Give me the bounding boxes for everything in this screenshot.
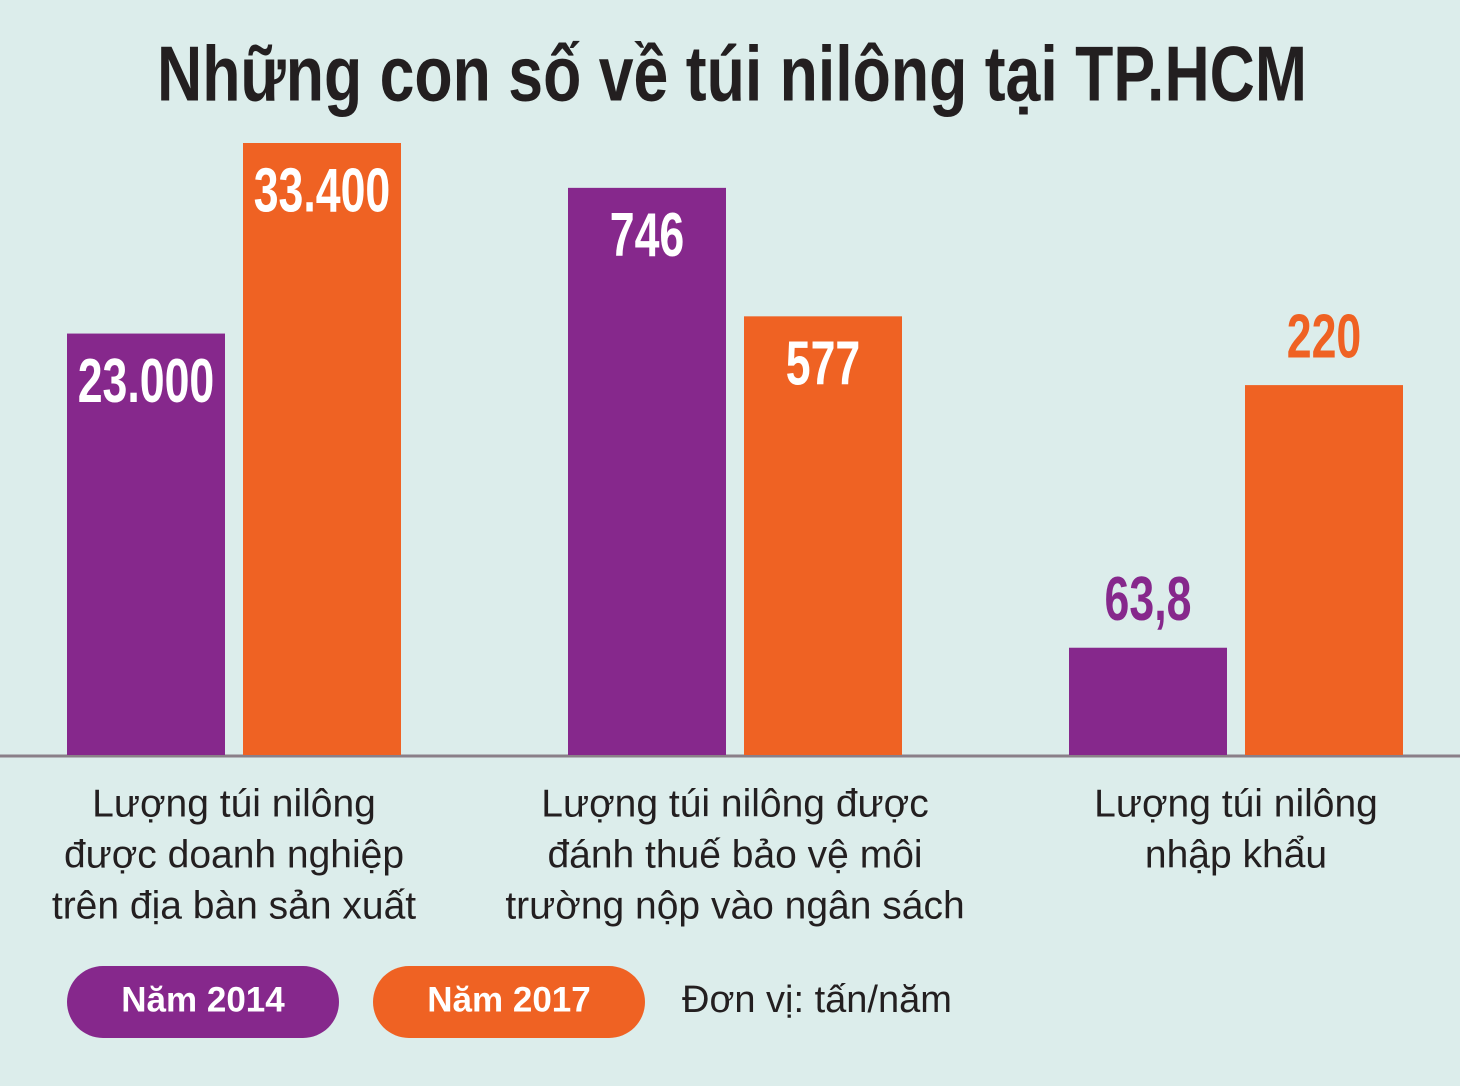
value-label: 577 <box>786 330 860 399</box>
value-label: 746 <box>610 201 684 270</box>
category-label: trên địa bàn sản xuất <box>52 884 416 927</box>
bar <box>1245 385 1403 755</box>
value-label: 33.400 <box>254 156 391 225</box>
value-label: 63,8 <box>1105 565 1192 634</box>
category-label: nhập khẩu <box>1145 833 1327 876</box>
category-label: Lượng túi nilông <box>92 782 376 825</box>
bar <box>568 187 726 755</box>
legend-label: Năm 2014 <box>121 980 285 1019</box>
chart-title: Những con số về túi nilông tại TP.HCM <box>157 30 1307 118</box>
category-label: được doanh nghiệp <box>64 833 404 876</box>
category-label: Lượng túi nilông <box>1094 782 1378 825</box>
unit-note: Đơn vị: tấn/năm <box>682 979 952 1021</box>
value-label: 220 <box>1287 302 1361 371</box>
category-label: trường nộp vào ngân sách <box>505 884 964 927</box>
category-label: Lượng túi nilông được <box>541 782 928 825</box>
value-label: 23.000 <box>78 347 215 416</box>
bar <box>744 316 902 755</box>
bar <box>67 333 225 755</box>
bar <box>1069 647 1227 755</box>
category-label: đánh thuế bảo vệ môi <box>547 833 922 876</box>
bar <box>243 143 401 755</box>
legend-label: Năm 2017 <box>427 980 590 1019</box>
legend-swatch <box>373 966 645 1038</box>
legend-swatch <box>67 966 339 1038</box>
